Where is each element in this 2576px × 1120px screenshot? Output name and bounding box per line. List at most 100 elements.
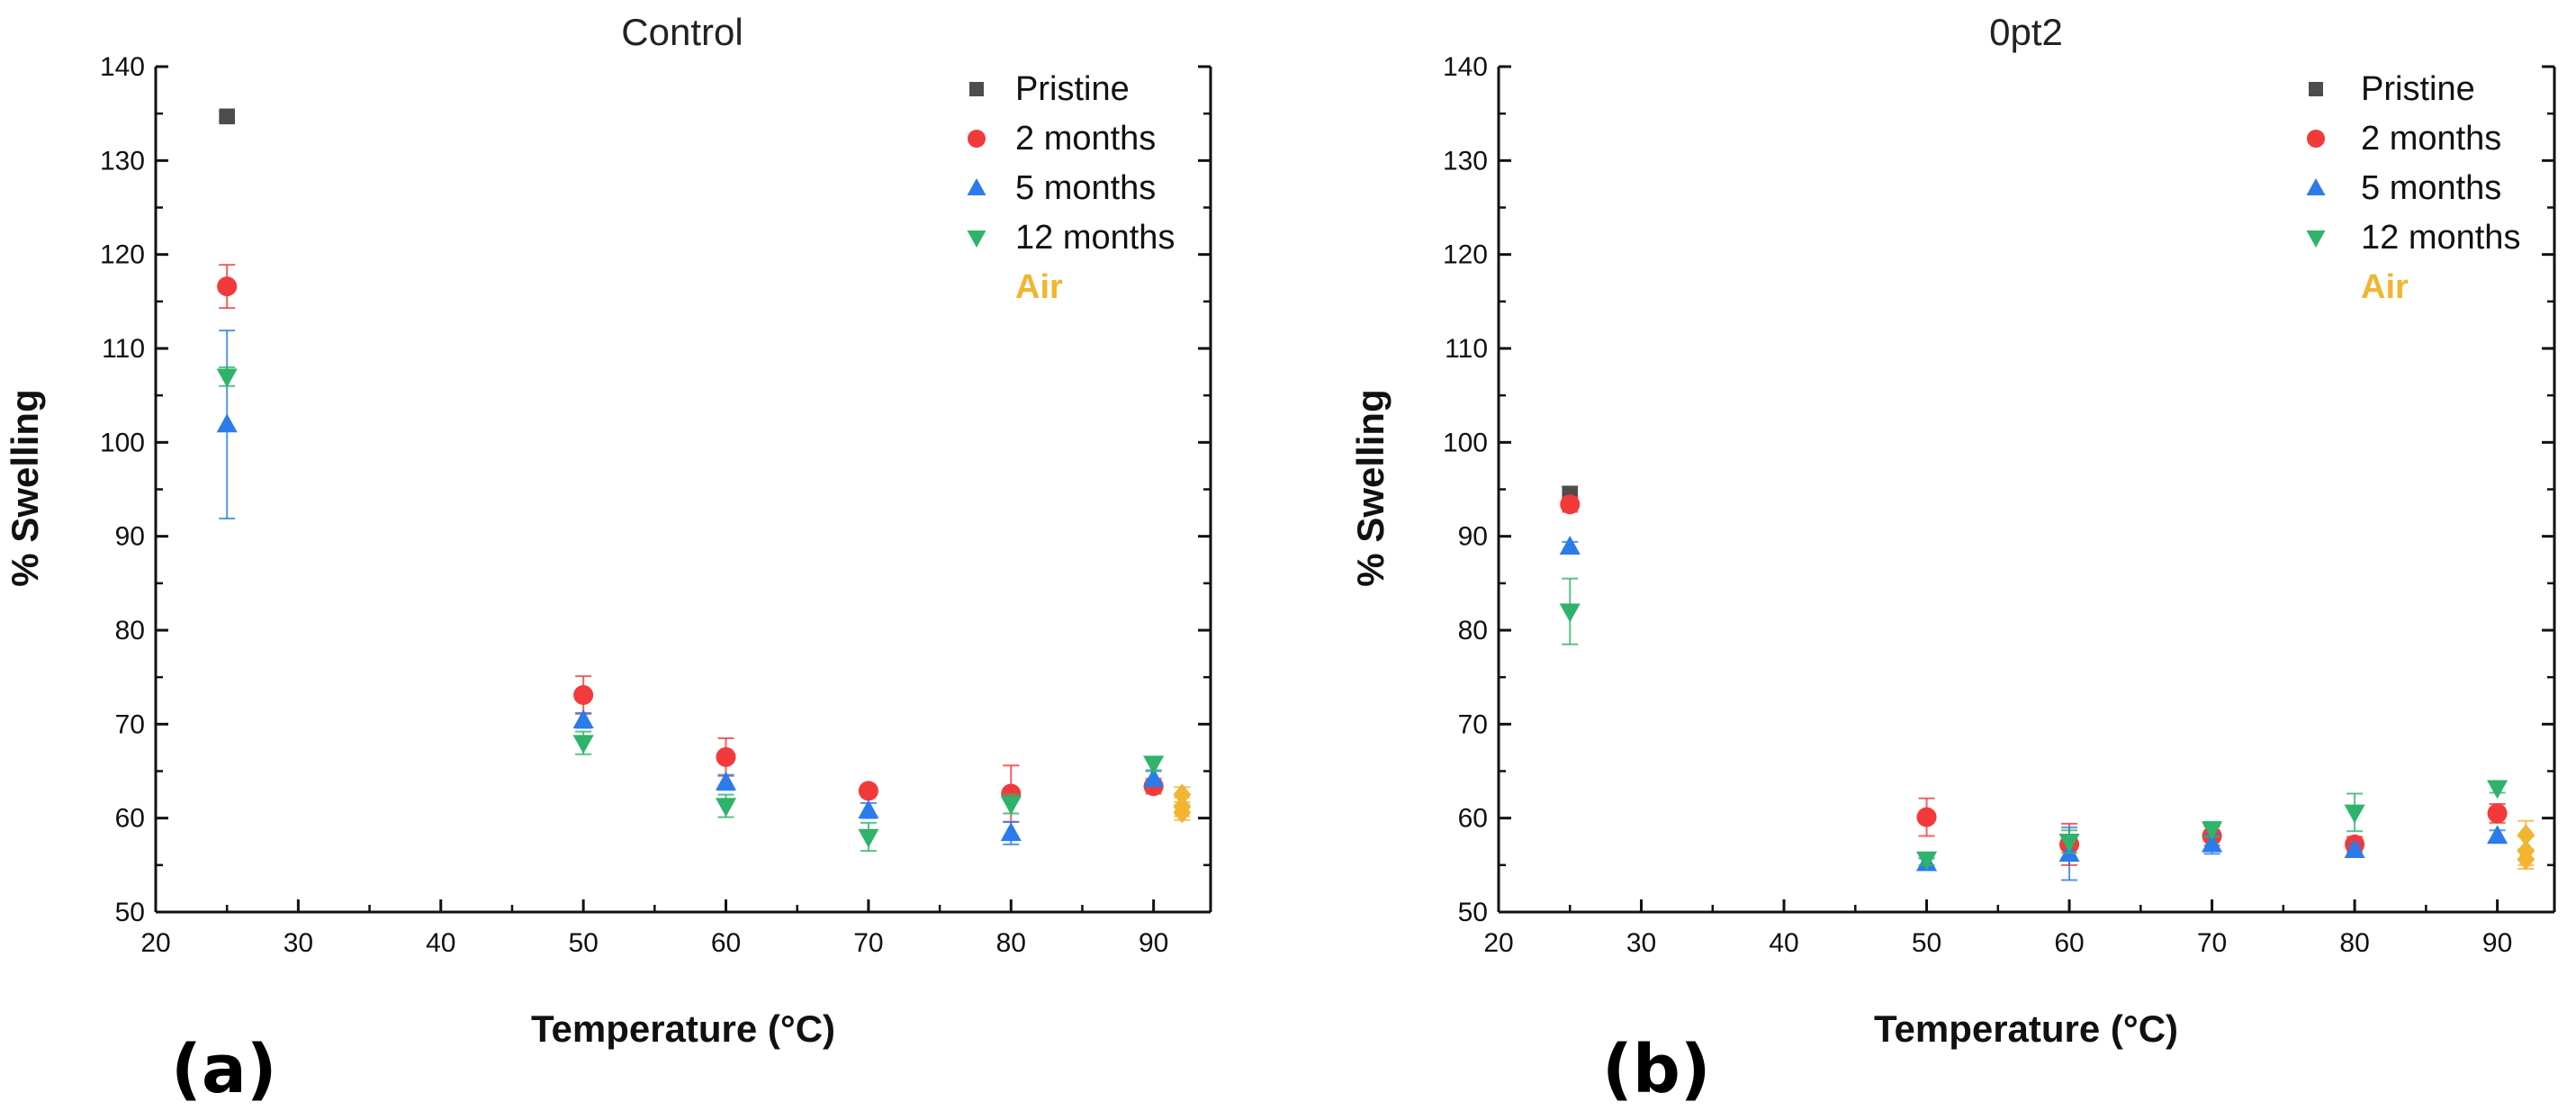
y-axis-title: % Swelling [1349,389,1392,586]
legend-label: 5 months [1015,169,1156,207]
y-tick-label: 100 [100,428,145,457]
x-tick-label: 60 [2054,928,2084,958]
x-axis-title: Temperature (°C) [531,1007,835,1050]
y-tick-label: 130 [1443,146,1488,176]
data-point [217,276,238,297]
data-point [716,746,736,767]
y-tick-label: 110 [1445,334,1488,364]
chart-panel-control: 50 60 70 80 90 100 110 120 130 140 20 30 40 50 60 70 80 9… [4,11,1212,1108]
x-tick-label: 70 [2197,928,2227,958]
legend: Pristine 2 months 5 months 12 months Air [967,70,1175,306]
series-2-months [217,264,1164,823]
data-point [2202,821,2223,841]
data-point [2344,804,2365,824]
x-tick-label: 80 [2339,928,2369,958]
data-point [1000,796,1022,816]
data-point [572,709,594,728]
series-12-months [216,366,1165,853]
legend-label: Air [2361,268,2409,306]
chart-title: Control [621,11,743,53]
series-12-months [1559,577,2508,871]
data-point [715,798,737,817]
data-point [219,108,235,125]
y-tick-label: 120 [1443,240,1488,270]
data-point [2202,833,2223,853]
y-tick-label: 90 [115,522,145,552]
x-tick-label: 60 [711,928,741,958]
y-tick-label: 70 [1458,709,1488,739]
y-tick-label: 130 [100,146,145,176]
data-point [1173,783,1192,806]
legend-label: 2 months [1015,120,1156,158]
data-point [2517,824,2535,846]
data-point [858,828,879,848]
legend-marker [967,230,986,248]
data-point [216,368,238,388]
series-5-months [216,330,1165,845]
legend-marker [969,82,984,96]
series-pristine [219,108,236,125]
x-tick-label: 20 [140,928,170,958]
x-tick-label: 20 [1483,928,1513,958]
y-tick-label: 70 [115,709,145,739]
y-tick-label: 140 [1443,52,1488,82]
legend-marker [2309,82,2323,96]
y-tick-label: 120 [100,240,145,270]
chart-panel-0pt2: 50 60 70 80 90 100 110 120 130 140 20 30 40 50 60 70 80 9… [1349,11,2556,1108]
legend-marker [2307,130,2325,148]
series-2-months [1560,494,2508,866]
data-point [2487,780,2508,799]
legend-label: Pristine [2361,70,2475,108]
y-tick-label: 60 [1458,804,1488,834]
x-tick-label: 40 [426,928,455,958]
data-point [2058,833,2080,853]
x-tick-label: 70 [853,928,883,958]
data-point [715,771,737,790]
data-point [1915,851,1938,871]
y-axis-title: % Swelling [4,389,46,586]
series-air [2517,819,2535,871]
data-point [573,684,594,705]
legend-label: Pristine [1015,70,1130,108]
legend-marker [2306,178,2326,195]
data-point [1000,822,1022,842]
x-tick-label: 50 [1912,928,1941,958]
data-point [2344,839,2365,858]
data-point [1559,603,1581,623]
x-tick-label: 90 [1139,928,1168,958]
series-5-months [1559,536,2508,881]
y-tick-label: 140 [100,52,145,82]
data-point [2517,848,2535,871]
data-point [1173,801,1192,824]
x-tick-label: 40 [1769,928,1798,958]
y-tick-label: 80 [115,616,145,646]
y-tick-label: 80 [1458,616,1488,646]
data-point [1143,755,1165,775]
x-tick-label: 80 [996,928,1026,958]
x-tick-label: 30 [1626,928,1656,958]
legend-marker [2306,230,2326,248]
legend-marker [967,178,986,195]
chart-title: 0pt2 [1989,11,2063,53]
data-point [572,735,594,754]
legend-label: Air [1015,268,1063,306]
panel-label: (b) [1602,1031,1711,1108]
y-tick-label: 110 [102,334,145,364]
legend-label: 12 months [1015,219,1175,257]
legend-label: 12 months [2361,219,2520,257]
x-tick-label: 90 [2482,928,2512,958]
data-point [2487,825,2508,845]
data-point [1560,494,1581,515]
data-point [216,413,238,433]
x-tick-label: 30 [284,928,313,958]
data-point [2487,803,2508,824]
data-point [1916,807,1937,827]
legend-label: 2 months [2361,120,2501,158]
legend-marker [968,130,986,148]
data-point [1143,767,1165,787]
legend-label: 5 months [2361,169,2501,207]
y-tick-label: 60 [115,804,145,834]
x-axis-title: Temperature (°C) [1874,1007,2178,1050]
x-tick-label: 50 [568,928,598,958]
